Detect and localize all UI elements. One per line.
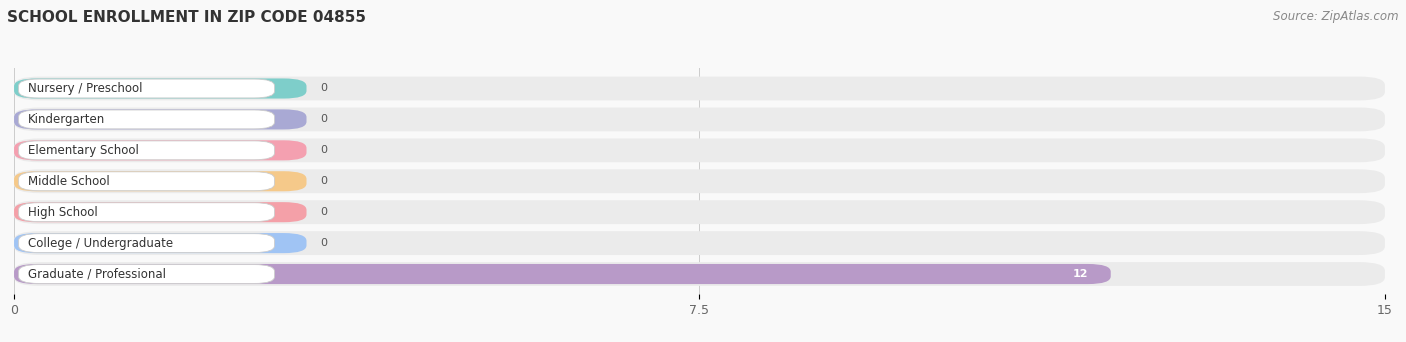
- Text: 12: 12: [1073, 269, 1088, 279]
- FancyBboxPatch shape: [14, 231, 1385, 255]
- Text: 0: 0: [321, 115, 328, 124]
- Text: 0: 0: [321, 145, 328, 155]
- FancyBboxPatch shape: [14, 169, 1385, 193]
- Text: Kindergarten: Kindergarten: [28, 113, 105, 126]
- FancyBboxPatch shape: [18, 172, 274, 191]
- Text: Middle School: Middle School: [28, 175, 110, 188]
- FancyBboxPatch shape: [14, 140, 307, 160]
- FancyBboxPatch shape: [18, 110, 274, 129]
- Text: 0: 0: [321, 207, 328, 217]
- Text: SCHOOL ENROLLMENT IN ZIP CODE 04855: SCHOOL ENROLLMENT IN ZIP CODE 04855: [7, 10, 366, 25]
- Text: Nursery / Preschool: Nursery / Preschool: [28, 82, 142, 95]
- FancyBboxPatch shape: [18, 79, 274, 98]
- FancyBboxPatch shape: [14, 77, 1385, 101]
- Text: Elementary School: Elementary School: [28, 144, 139, 157]
- FancyBboxPatch shape: [14, 107, 1385, 131]
- FancyBboxPatch shape: [14, 200, 1385, 224]
- Text: 0: 0: [321, 176, 328, 186]
- FancyBboxPatch shape: [18, 234, 274, 252]
- FancyBboxPatch shape: [14, 171, 307, 191]
- Text: College / Undergraduate: College / Undergraduate: [28, 237, 173, 250]
- FancyBboxPatch shape: [14, 262, 1385, 286]
- FancyBboxPatch shape: [18, 203, 274, 222]
- FancyBboxPatch shape: [18, 265, 274, 284]
- Text: Source: ZipAtlas.com: Source: ZipAtlas.com: [1274, 10, 1399, 23]
- Text: 0: 0: [321, 238, 328, 248]
- Text: High School: High School: [28, 206, 97, 219]
- FancyBboxPatch shape: [14, 109, 307, 130]
- FancyBboxPatch shape: [14, 264, 1111, 284]
- Text: Graduate / Professional: Graduate / Professional: [28, 267, 166, 280]
- FancyBboxPatch shape: [14, 202, 307, 222]
- FancyBboxPatch shape: [14, 139, 1385, 162]
- FancyBboxPatch shape: [14, 233, 307, 253]
- FancyBboxPatch shape: [18, 141, 274, 160]
- Text: 0: 0: [321, 83, 328, 93]
- FancyBboxPatch shape: [14, 78, 307, 98]
